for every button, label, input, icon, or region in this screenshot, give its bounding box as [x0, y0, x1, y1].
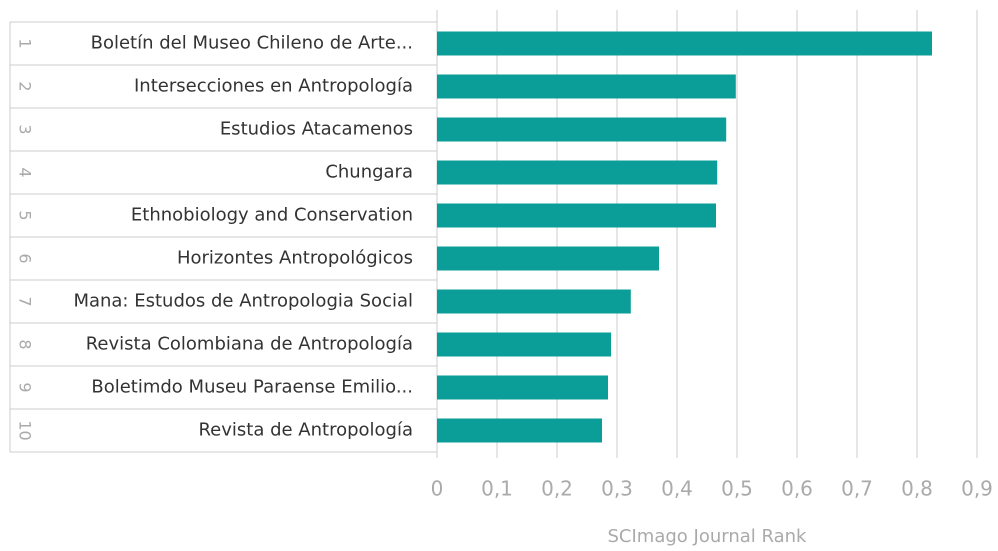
rank-label: 1	[16, 38, 35, 48]
rank-label: 6	[16, 253, 35, 263]
bar	[437, 160, 718, 185]
x-tick-label: 0	[431, 477, 444, 501]
rank-label: 7	[16, 296, 35, 306]
bar	[437, 418, 602, 443]
x-tick-label: 0,6	[781, 477, 813, 501]
category-label: Estudios Atacamenos	[220, 119, 413, 140]
rank-label: 8	[16, 339, 35, 349]
rank-label: 9	[16, 382, 35, 392]
bar	[437, 117, 727, 142]
bar	[437, 203, 716, 228]
bar	[437, 246, 659, 271]
category-label: Revista de Antropología	[198, 420, 413, 441]
category-label: Chungara	[325, 162, 413, 183]
bar	[437, 332, 611, 357]
category-label: Intersecciones en Antropología	[134, 76, 413, 97]
bar	[437, 31, 932, 56]
x-tick-label: 0,8	[901, 477, 933, 501]
x-tick-label: 0,7	[841, 477, 873, 501]
bar	[437, 74, 736, 99]
x-tick-label: 0,2	[541, 477, 573, 501]
x-tick-label: 0,9	[961, 477, 993, 501]
x-tick-label: 0,5	[721, 477, 753, 501]
category-label: Boletimdo Museu Paraense Emilio...	[91, 377, 413, 398]
rank-label: 10	[16, 420, 35, 440]
rank-label: 3	[16, 124, 35, 134]
rank-label: 2	[16, 81, 35, 91]
bar	[437, 375, 608, 400]
category-label: Mana: Estudos de Antropologia Social	[73, 291, 413, 312]
category-label: Revista Colombiana de Antropología	[86, 334, 413, 355]
x-tick-label: 0,3	[601, 477, 633, 501]
x-tick-label: 0,4	[661, 477, 693, 501]
bar	[437, 289, 631, 314]
rank-label: 4	[16, 167, 35, 177]
rank-label: 5	[16, 210, 35, 220]
category-label: Horizontes Antropológicos	[177, 248, 413, 269]
x-axis-label: SCImago Journal Rank	[608, 526, 808, 547]
category-label: Ethnobiology and Conservation	[131, 205, 413, 226]
x-tick-label: 0,1	[481, 477, 513, 501]
category-label: Boletín del Museo Chileno de Arte...	[91, 33, 413, 54]
